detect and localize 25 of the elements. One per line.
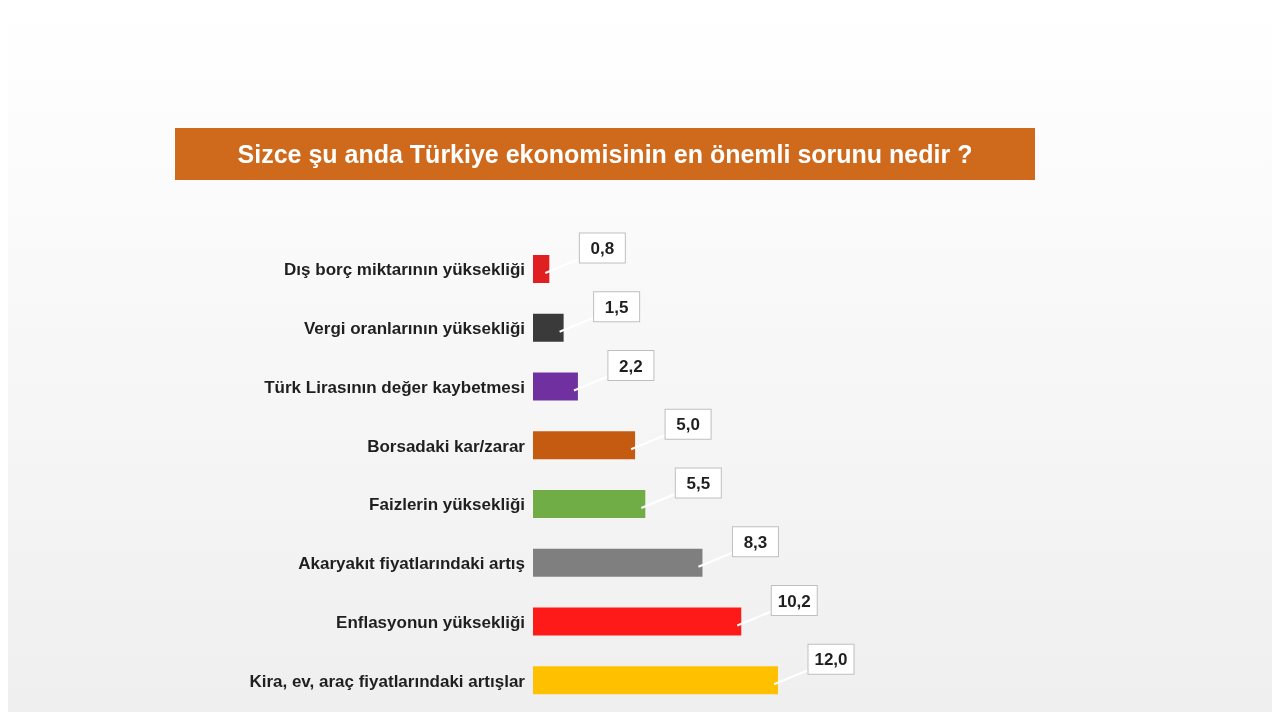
y-tick-label: Akaryakıt fiyatlarındaki artış	[298, 554, 525, 574]
y-tick-label: Vergi oranlarının yüksekliği	[303, 319, 525, 339]
data-label: 5,0	[676, 415, 700, 435]
bar	[533, 490, 646, 518]
y-tick-label: Kira, ev, araç fiyatlarındaki artışlar	[249, 671, 526, 691]
bar	[533, 313, 564, 342]
chart-title: Sizce şu anda Türkiye ekonomisinin en önemli sorunu nedir ?	[175, 128, 1035, 180]
y-tick-label: Türk Lirasının değer kaybetmesi	[264, 377, 525, 397]
data-label: 5,5	[686, 474, 711, 493]
bar	[533, 548, 703, 577]
bar	[533, 607, 742, 636]
data-label: 1,5	[604, 297, 629, 317]
data-label: 12,0	[814, 650, 848, 670]
bar	[533, 372, 578, 401]
data-label: 2,2	[619, 356, 643, 376]
bar	[533, 431, 636, 460]
bar	[533, 666, 778, 695]
data-label: 8,3	[743, 532, 768, 552]
y-tick-label: Borsadaki kar/zarar	[367, 436, 526, 456]
data-label: 10,2	[777, 591, 811, 611]
y-tick-label: Enflasyonun yüksekliği	[336, 612, 525, 632]
y-tick-label: Faizlerin yüksekliği	[369, 495, 525, 515]
bar	[533, 255, 550, 283]
y-tick-label: Dış borç miktarının yüksekliği	[284, 260, 525, 280]
data-label: 0,8	[590, 239, 615, 258]
